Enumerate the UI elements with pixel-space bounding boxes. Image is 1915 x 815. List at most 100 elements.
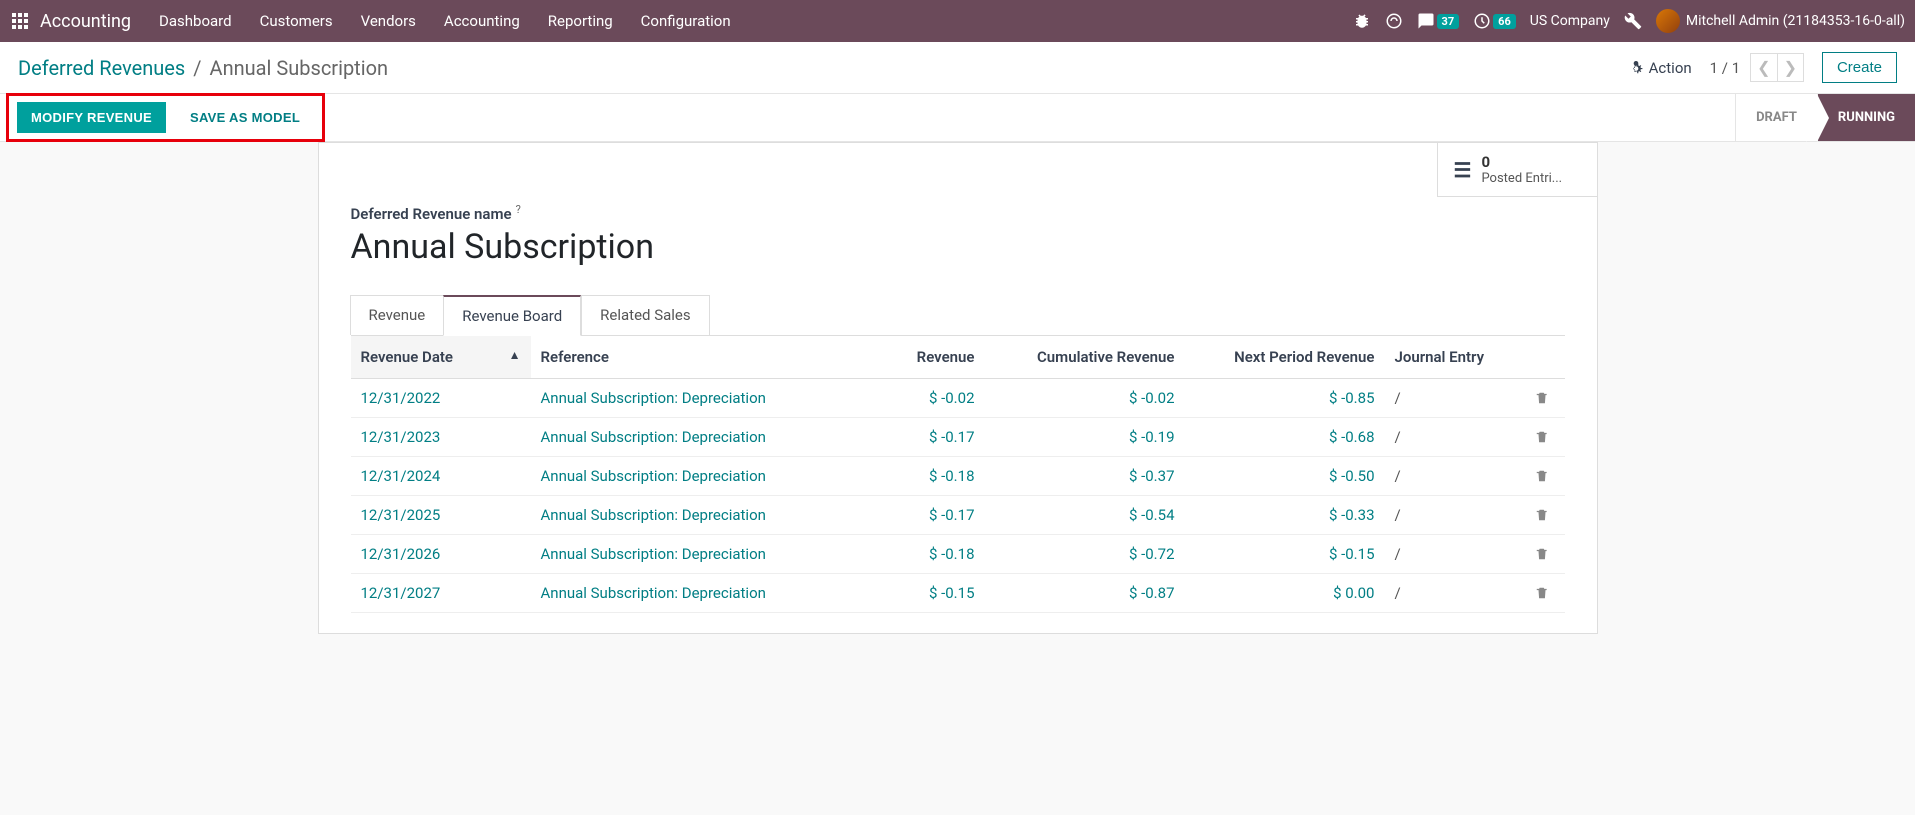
cell-journal[interactable]: / bbox=[1385, 418, 1525, 457]
pager-next-icon[interactable]: ❯ bbox=[1777, 53, 1804, 82]
th-date[interactable]: Revenue Date▲ bbox=[351, 336, 531, 379]
cell-next: $ -0.33 bbox=[1185, 496, 1385, 535]
breadcrumb-current: Annual Subscription bbox=[210, 56, 389, 80]
messages-icon[interactable]: 37 bbox=[1417, 12, 1460, 30]
status-running[interactable]: RUNNING bbox=[1817, 94, 1915, 141]
table-row[interactable]: 12/31/2024Annual Subscription: Depreciat… bbox=[351, 457, 1565, 496]
sheet-inner: Deferred Revenue name? Annual Subscripti… bbox=[319, 143, 1597, 633]
menu-accounting[interactable]: Accounting bbox=[444, 12, 520, 30]
support-icon[interactable] bbox=[1385, 12, 1403, 30]
delete-row-icon[interactable] bbox=[1525, 418, 1565, 457]
cell-revenue: $ -0.17 bbox=[845, 418, 985, 457]
status-draft[interactable]: DRAFT bbox=[1735, 94, 1817, 141]
cell-reference[interactable]: Annual Subscription: Depreciation bbox=[531, 496, 845, 535]
cell-date[interactable]: 12/31/2027 bbox=[351, 574, 531, 613]
cell-next: $ -0.85 bbox=[1185, 379, 1385, 418]
apps-icon[interactable] bbox=[10, 11, 30, 31]
cell-next: $ -0.15 bbox=[1185, 535, 1385, 574]
menu-configuration[interactable]: Configuration bbox=[641, 12, 731, 30]
th-actions bbox=[1525, 336, 1565, 379]
cell-date[interactable]: 12/31/2024 bbox=[351, 457, 531, 496]
app-brand[interactable]: Accounting bbox=[40, 11, 131, 32]
cell-reference[interactable]: Annual Subscription: Depreciation bbox=[531, 457, 845, 496]
menu-reporting[interactable]: Reporting bbox=[548, 12, 613, 30]
delete-row-icon[interactable] bbox=[1525, 535, 1565, 574]
menu-dashboard[interactable]: Dashboard bbox=[159, 12, 232, 30]
cell-date[interactable]: 12/31/2023 bbox=[351, 418, 531, 457]
table-row[interactable]: 12/31/2025Annual Subscription: Depreciat… bbox=[351, 496, 1565, 535]
cell-date[interactable]: 12/31/2025 bbox=[351, 496, 531, 535]
th-revenue[interactable]: Revenue bbox=[845, 336, 985, 379]
table-row[interactable]: 12/31/2026Annual Subscription: Depreciat… bbox=[351, 535, 1565, 574]
highlight-box: MODIFY REVENUE SAVE AS MODEL bbox=[6, 93, 325, 142]
tab-related-sales[interactable]: Related Sales bbox=[581, 295, 709, 335]
action-dropdown[interactable]: Action bbox=[1629, 59, 1692, 77]
cell-cumulative: $ -0.37 bbox=[985, 457, 1185, 496]
cell-cumulative: $ -0.19 bbox=[985, 418, 1185, 457]
th-reference[interactable]: Reference bbox=[531, 336, 845, 379]
create-button[interactable]: Create bbox=[1822, 52, 1897, 83]
company-switcher[interactable]: US Company bbox=[1530, 13, 1610, 29]
cell-next: $ 0.00 bbox=[1185, 574, 1385, 613]
cell-journal[interactable]: / bbox=[1385, 535, 1525, 574]
user-menu[interactable]: Mitchell Admin (21184353-16-0-all) bbox=[1656, 9, 1905, 33]
messages-badge: 37 bbox=[1437, 14, 1460, 29]
posted-count: 0 bbox=[1481, 153, 1562, 171]
cell-reference[interactable]: Annual Subscription: Depreciation bbox=[531, 379, 845, 418]
menu-vendors[interactable]: Vendors bbox=[361, 12, 416, 30]
cell-cumulative: $ -0.72 bbox=[985, 535, 1185, 574]
sheet-wrap: ☰ 0 Posted Entri... Deferred Revenue nam… bbox=[0, 142, 1915, 634]
navbar-right: 37 66 US Company Mitchell Admin (2118435… bbox=[1353, 9, 1905, 33]
cell-cumulative: $ -0.02 bbox=[985, 379, 1185, 418]
table-row[interactable]: 12/31/2022Annual Subscription: Depreciat… bbox=[351, 379, 1565, 418]
sort-asc-icon: ▲ bbox=[509, 348, 521, 362]
activities-badge: 66 bbox=[1493, 14, 1516, 29]
tab-revenue[interactable]: Revenue bbox=[350, 295, 445, 335]
save-as-model-button[interactable]: SAVE AS MODEL bbox=[176, 102, 314, 133]
cell-date[interactable]: 12/31/2022 bbox=[351, 379, 531, 418]
tools-icon[interactable] bbox=[1624, 12, 1642, 30]
cell-journal[interactable]: / bbox=[1385, 496, 1525, 535]
th-journal[interactable]: Journal Entry bbox=[1385, 336, 1525, 379]
delete-row-icon[interactable] bbox=[1525, 379, 1565, 418]
delete-row-icon[interactable] bbox=[1525, 496, 1565, 535]
th-next[interactable]: Next Period Revenue bbox=[1185, 336, 1385, 379]
posted-entries-button[interactable]: ☰ 0 Posted Entri... bbox=[1437, 143, 1597, 197]
status-bar: MODIFY REVENUE SAVE AS MODEL DRAFT RUNNI… bbox=[0, 94, 1915, 142]
menu-customers[interactable]: Customers bbox=[260, 12, 333, 30]
control-right: Action 1 / 1 ❮ ❯ Create bbox=[1629, 52, 1897, 83]
bug-icon[interactable] bbox=[1353, 12, 1371, 30]
control-bar: Deferred Revenues / Annual Subscription … bbox=[0, 42, 1915, 94]
pager-prev-icon[interactable]: ❮ bbox=[1750, 53, 1776, 82]
pager: 1 / 1 ❮ ❯ bbox=[1710, 53, 1804, 82]
cell-journal[interactable]: / bbox=[1385, 379, 1525, 418]
table-row[interactable]: 12/31/2027Annual Subscription: Depreciat… bbox=[351, 574, 1565, 613]
revenue-board-table: Revenue Date▲ Reference Revenue Cumulati… bbox=[351, 336, 1565, 613]
company-label: US Company bbox=[1530, 13, 1610, 29]
help-icon[interactable]: ? bbox=[516, 203, 521, 216]
delete-row-icon[interactable] bbox=[1525, 457, 1565, 496]
notebook-tabs: Revenue Revenue Board Related Sales bbox=[351, 295, 1565, 336]
breadcrumb-parent[interactable]: Deferred Revenues bbox=[18, 56, 185, 80]
pager-text: 1 / 1 bbox=[1710, 59, 1741, 77]
cell-journal[interactable]: / bbox=[1385, 457, 1525, 496]
form-sheet: ☰ 0 Posted Entri... Deferred Revenue nam… bbox=[318, 142, 1598, 634]
status-steps: DRAFT RUNNING bbox=[1735, 94, 1915, 141]
avatar-icon bbox=[1656, 9, 1680, 33]
cell-date[interactable]: 12/31/2026 bbox=[351, 535, 531, 574]
table-row[interactable]: 12/31/2023Annual Subscription: Depreciat… bbox=[351, 418, 1565, 457]
activities-icon[interactable]: 66 bbox=[1473, 12, 1516, 30]
cell-next: $ -0.50 bbox=[1185, 457, 1385, 496]
cell-reference[interactable]: Annual Subscription: Depreciation bbox=[531, 535, 845, 574]
name-field-label: Deferred Revenue name? bbox=[351, 203, 1565, 223]
cell-reference[interactable]: Annual Subscription: Depreciation bbox=[531, 418, 845, 457]
cell-reference[interactable]: Annual Subscription: Depreciation bbox=[531, 574, 845, 613]
delete-row-icon[interactable] bbox=[1525, 574, 1565, 613]
top-navbar: Accounting Dashboard Customers Vendors A… bbox=[0, 0, 1915, 42]
modify-revenue-button[interactable]: MODIFY REVENUE bbox=[17, 102, 166, 133]
th-cumulative[interactable]: Cumulative Revenue bbox=[985, 336, 1185, 379]
tab-revenue-board[interactable]: Revenue Board bbox=[443, 295, 581, 336]
posted-label: Posted Entri... bbox=[1481, 171, 1562, 186]
cell-cumulative: $ -0.87 bbox=[985, 574, 1185, 613]
cell-journal[interactable]: / bbox=[1385, 574, 1525, 613]
